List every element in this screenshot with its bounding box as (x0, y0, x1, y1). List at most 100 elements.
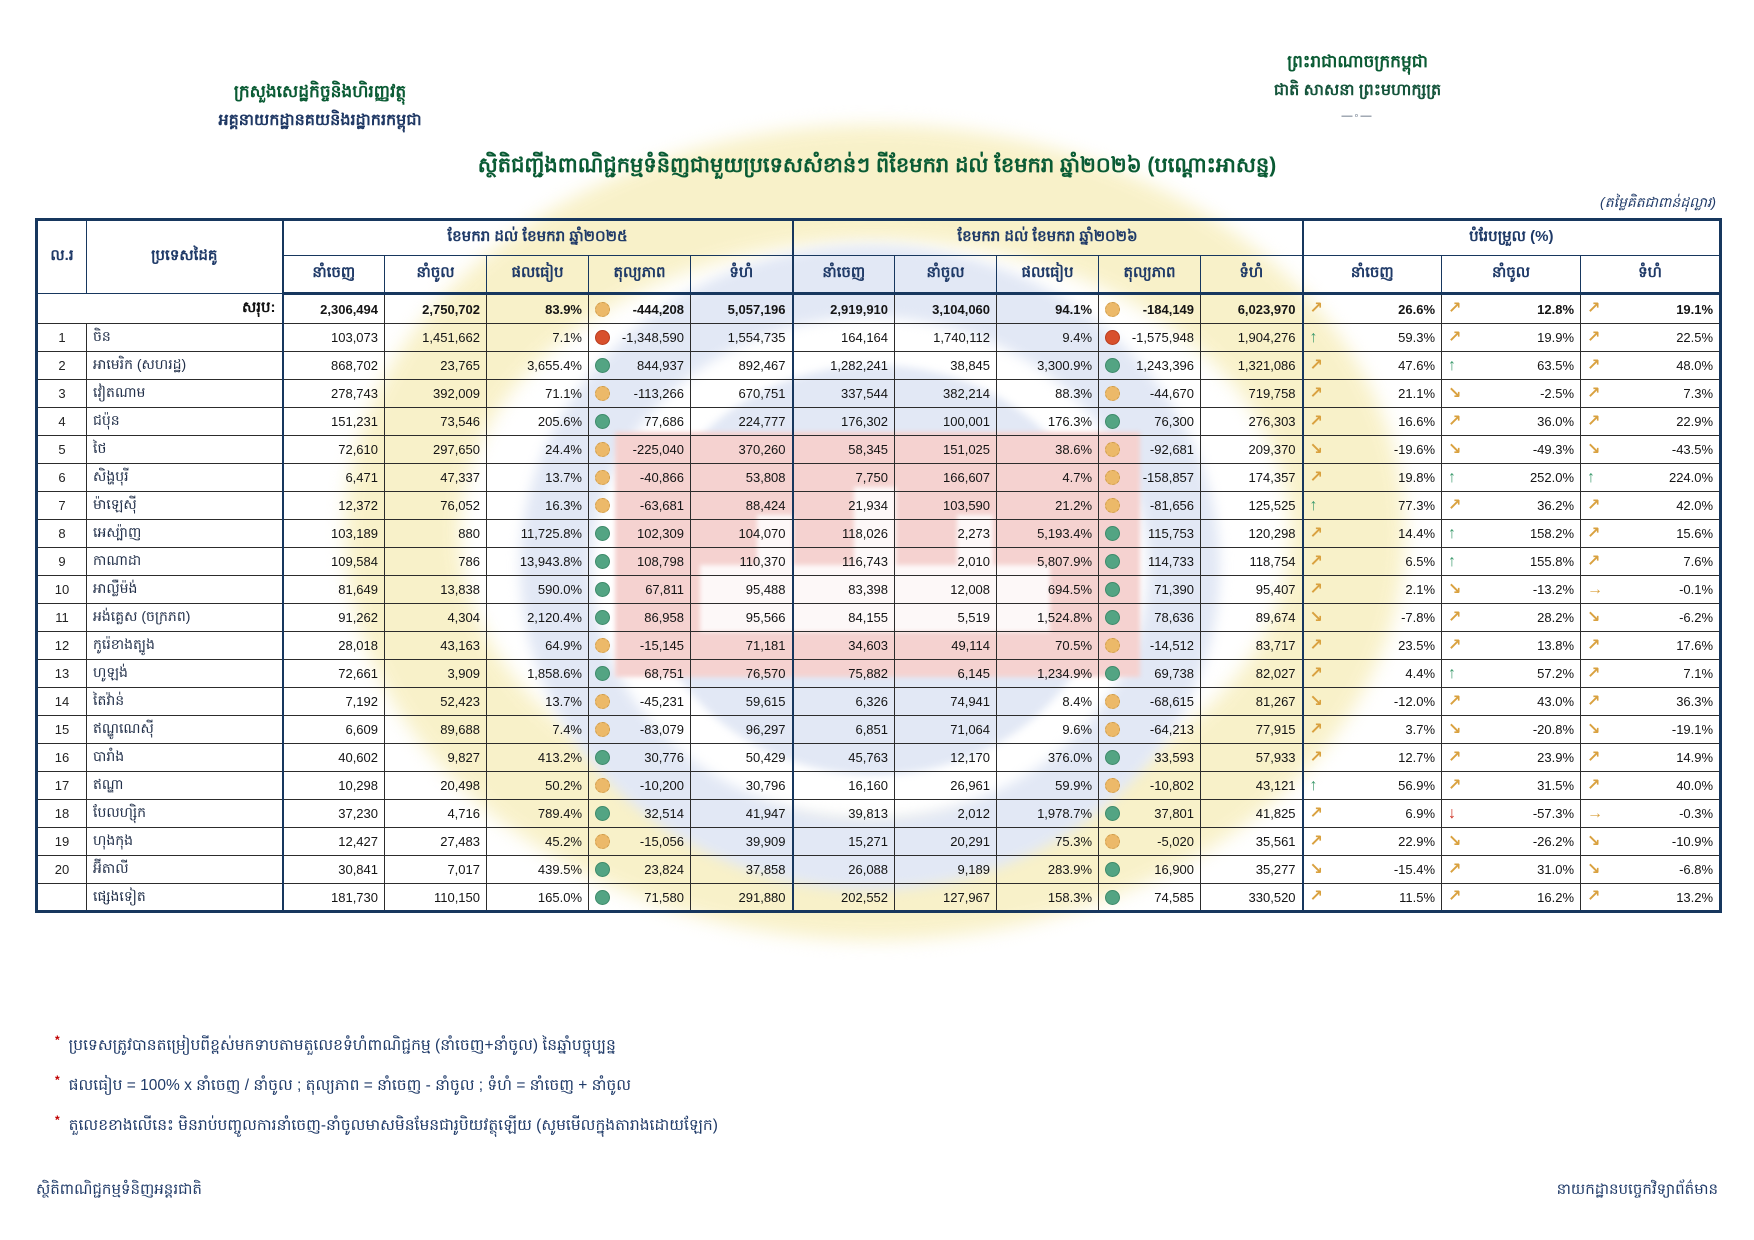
volume-2025: 670,751 (689, 379, 794, 408)
change-value: 19.8% (1398, 470, 1436, 485)
kingdom-header: ព្រះរាជាណាចក្រកម្ពុជា ជាតិ សាសនា ព្រះមហា… (1185, 48, 1530, 128)
import-2026: 9,189 (894, 855, 998, 884)
balance-2025: 23,824 (588, 855, 691, 884)
ratio-indicator-dot-orange (595, 386, 610, 401)
balance-2026: 76,300 (1098, 407, 1202, 436)
change-2: ↗ 22.5% (1580, 323, 1722, 352)
export-2026: 15,271 (791, 827, 896, 856)
change-0: ↗ 2.1% (1301, 575, 1443, 604)
import-2025: 13,838 (384, 575, 487, 604)
ratio-indicator-dot-green (1105, 358, 1121, 373)
balance-2026: -64,213 (1098, 715, 1202, 744)
balance-2025: 68,751 (588, 659, 691, 688)
subcol-2026-3: តុល្យភាព (1098, 255, 1202, 295)
change-value: 22.9% (1398, 834, 1436, 849)
volume-2025: 95,488 (689, 575, 794, 604)
row-number: 13 (36, 659, 87, 688)
trend-arrow-ne: ↗ (1587, 692, 1601, 710)
export-2026: 118,026 (791, 519, 896, 548)
trend-arrow-ne: ↗ (1587, 412, 1601, 430)
balance-2026: 37,801 (1098, 799, 1202, 828)
trend-arrow-up: ↑ (1448, 664, 1457, 682)
balance-2025: -83,079 (588, 715, 691, 744)
ratio-indicator-dot-green (1105, 610, 1121, 625)
change-1: ↑ 57.2% (1441, 659, 1582, 688)
footnote-text: តួលេខខាងលើនេះ មិនរាប់បញ្ចូលការនាំចេញ-នាំ… (68, 1117, 718, 1135)
change-value: 7.6% (1683, 554, 1714, 569)
change-value: -7.8% (1401, 610, 1436, 625)
change-1: ↑ 63.5% (1441, 351, 1582, 380)
trend-arrow-ne: ↗ (1309, 832, 1323, 850)
motto: ជាតិ សាសនា ព្រះមហាក្សត្រ (1273, 81, 1442, 99)
ratio-indicator-dot-green (1105, 750, 1121, 765)
change-2: ↗ 48.0% (1580, 351, 1722, 380)
change-2: ↗ 7.1% (1580, 659, 1722, 688)
change-1: ↘ -2.5% (1441, 379, 1582, 408)
row-number: 6 (36, 463, 87, 492)
ratio-2025: 24.4% (486, 435, 589, 464)
ratio-indicator-dot-green (595, 414, 610, 429)
change-value: -6.2% (1679, 610, 1714, 625)
total-change-1: ↗ 12.8% (1441, 293, 1582, 324)
change-1: ↗ 36.2% (1441, 491, 1582, 520)
group-change-header: បំរែបម្រួល (%) (1301, 219, 1722, 256)
row-number: 17 (36, 771, 87, 800)
balance-2026: 78,636 (1098, 603, 1202, 632)
change-value: 57.2% (1537, 666, 1575, 681)
country-name: កូរ៉េខាងត្បូង (86, 631, 283, 660)
ratio-2026: 376.0% (996, 743, 1100, 772)
ratio-indicator-dot-orange (595, 722, 610, 737)
balance-value: 71,580 (644, 889, 684, 905)
export-2026: 202,552 (791, 883, 896, 912)
balance-value: -444,208 (632, 301, 684, 317)
change-1: ↗ 19.9% (1441, 323, 1582, 352)
import-2026: 71,064 (894, 715, 998, 744)
import-2026: 26,961 (894, 771, 998, 800)
trend-arrow-ne: ↗ (1587, 384, 1601, 402)
row-number: 20 (36, 855, 87, 884)
subcol-2026-2: ផលធៀប (996, 255, 1100, 295)
table-row: 20 អ៊ីតាលី 30,841 7,017 439.5% 23,824 37,858 26… (36, 855, 1722, 884)
ratio-indicator-dot-orange (595, 638, 610, 653)
trend-arrow-ne: ↗ (1448, 776, 1462, 794)
ratio-indicator-dot-orange (1105, 498, 1121, 513)
import-2026: 100,001 (894, 407, 998, 436)
change-value: 63.5% (1537, 358, 1575, 373)
balance-value: -10,200 (639, 778, 684, 793)
ratio-indicator-dot-green (1105, 554, 1121, 569)
change-2: → -0.1% (1580, 575, 1722, 604)
ratio-indicator-dot-orange (1105, 301, 1121, 317)
volume-2025-total: 5,057,196 (689, 293, 794, 324)
export-2025-total: 2,306,494 (281, 293, 385, 324)
import-2026: 38,845 (894, 351, 998, 380)
trend-arrow-ne: ↗ (1448, 888, 1462, 905)
subcol-2025-4: ទំហំ (689, 255, 794, 295)
import-2026: 1,740,112 (894, 323, 998, 352)
ministry-name: ក្រសួងសេដ្ឋកិច្ចនិងហិរញ្ញវត្ថុ (233, 82, 407, 101)
table-row: 15 ឥណ្ឌូណេស៊ី 6,609 89,688 7.4% -83,079 96,297… (36, 715, 1722, 744)
balance-2026: 69,738 (1098, 659, 1202, 688)
ratio-indicator-dot-orange (595, 694, 610, 709)
ratio-2025: 2,120.4% (486, 603, 589, 632)
volume-2026: 89,674 (1200, 603, 1304, 632)
ratio-2025: 789.4% (486, 799, 589, 828)
volume-2026: 95,407 (1200, 575, 1304, 604)
change-0: ↘ -12.0% (1301, 687, 1443, 716)
volume-2026: 125,525 (1200, 491, 1304, 520)
change-0: ↗ 6.5% (1301, 547, 1443, 576)
import-2026: 2,010 (894, 547, 998, 576)
change-value: 6.5% (1405, 554, 1436, 569)
ratio-indicator-dot-green (595, 750, 610, 765)
table-row: 10 អាល្លឺម៉ង់ 81,649 13,838 590.0% 67,811 95,4… (36, 575, 1722, 604)
trend-arrow-se: ↘ (1448, 580, 1462, 598)
country-name: បារាំង (86, 743, 283, 772)
trend-arrow-se: ↘ (1448, 720, 1462, 738)
change-value: 158.2% (1529, 526, 1575, 541)
balance-2026: -158,857 (1098, 463, 1202, 492)
footnote-3: * តួលេខខាងលើនេះ មិនរាប់បញ្ចូលការនាំចេញ-នា… (55, 1113, 718, 1138)
country-name: សិង្ហបុរី (86, 463, 283, 492)
change-value: 23.9% (1537, 750, 1575, 765)
volume-2026: 719,758 (1200, 379, 1304, 408)
trend-arrow-down: ↓ (1448, 804, 1457, 822)
export-2026: 7,750 (791, 463, 896, 492)
